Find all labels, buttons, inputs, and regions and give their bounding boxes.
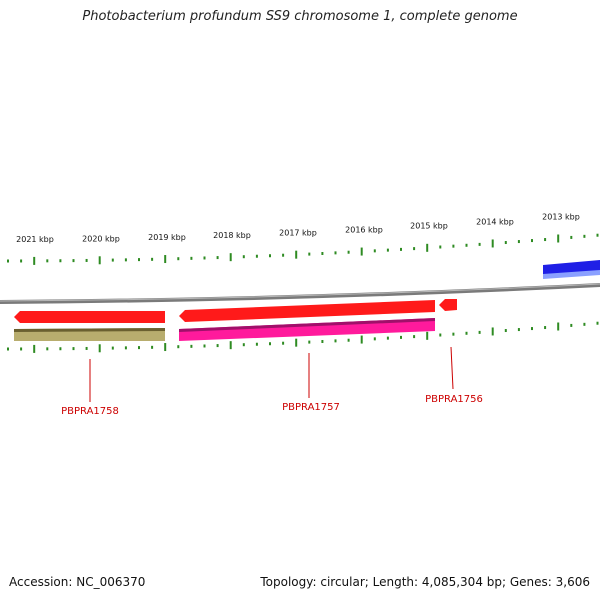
scale-label: 2018 kbp — [213, 231, 251, 240]
scale-label: 2021 kbp — [16, 235, 54, 244]
scale-label: 2019 kbp — [148, 233, 186, 242]
genome-backbone-highlight — [0, 283, 600, 302]
reverse-gene-pbpra1757-edge — [179, 318, 435, 332]
other-feature-shadow — [543, 270, 600, 279]
scale-label: 2017 kbp — [279, 229, 317, 238]
gene-label-pbpra1757[interactable]: PBPRA1757 — [282, 402, 340, 413]
gene-label-pbpra1756[interactable]: PBPRA1756 — [425, 394, 483, 405]
forward-gene-pbpra1758[interactable] — [14, 311, 165, 323]
genome-backbone — [0, 283, 600, 304]
map-title: Photobacterium profundum SS9 chromosome … — [82, 9, 518, 24]
scale-label: 2020 kbp — [82, 234, 120, 243]
scale-label: 2013 kbp — [542, 212, 580, 221]
outer-tick-track — [7, 233, 599, 265]
gene-label-pbpra1758[interactable]: PBPRA1758 — [61, 406, 119, 417]
scale-label: 2015 kbp — [410, 222, 448, 231]
genome-stats-text: Topology: circular; Length: 4,085,304 bp… — [260, 575, 590, 589]
gene-leader-line — [450, 346, 454, 390]
forward-gene-pbpra1756[interactable] — [439, 299, 457, 311]
forward-gene-pbpra1757[interactable] — [179, 300, 435, 322]
inner-tick-track — [7, 321, 599, 353]
reverse-gene-pbpra1758-edge — [14, 328, 165, 332]
accession-text: Accession: NC_006370 — [9, 575, 146, 589]
scale-label: 2016 kbp — [345, 225, 383, 234]
scale-label-track: 2021 kbp 2020 kbp 2019 kbp 2018 kbp 2017 kbp… — [16, 212, 580, 244]
scale-label: 2014 kbp — [476, 217, 514, 226]
